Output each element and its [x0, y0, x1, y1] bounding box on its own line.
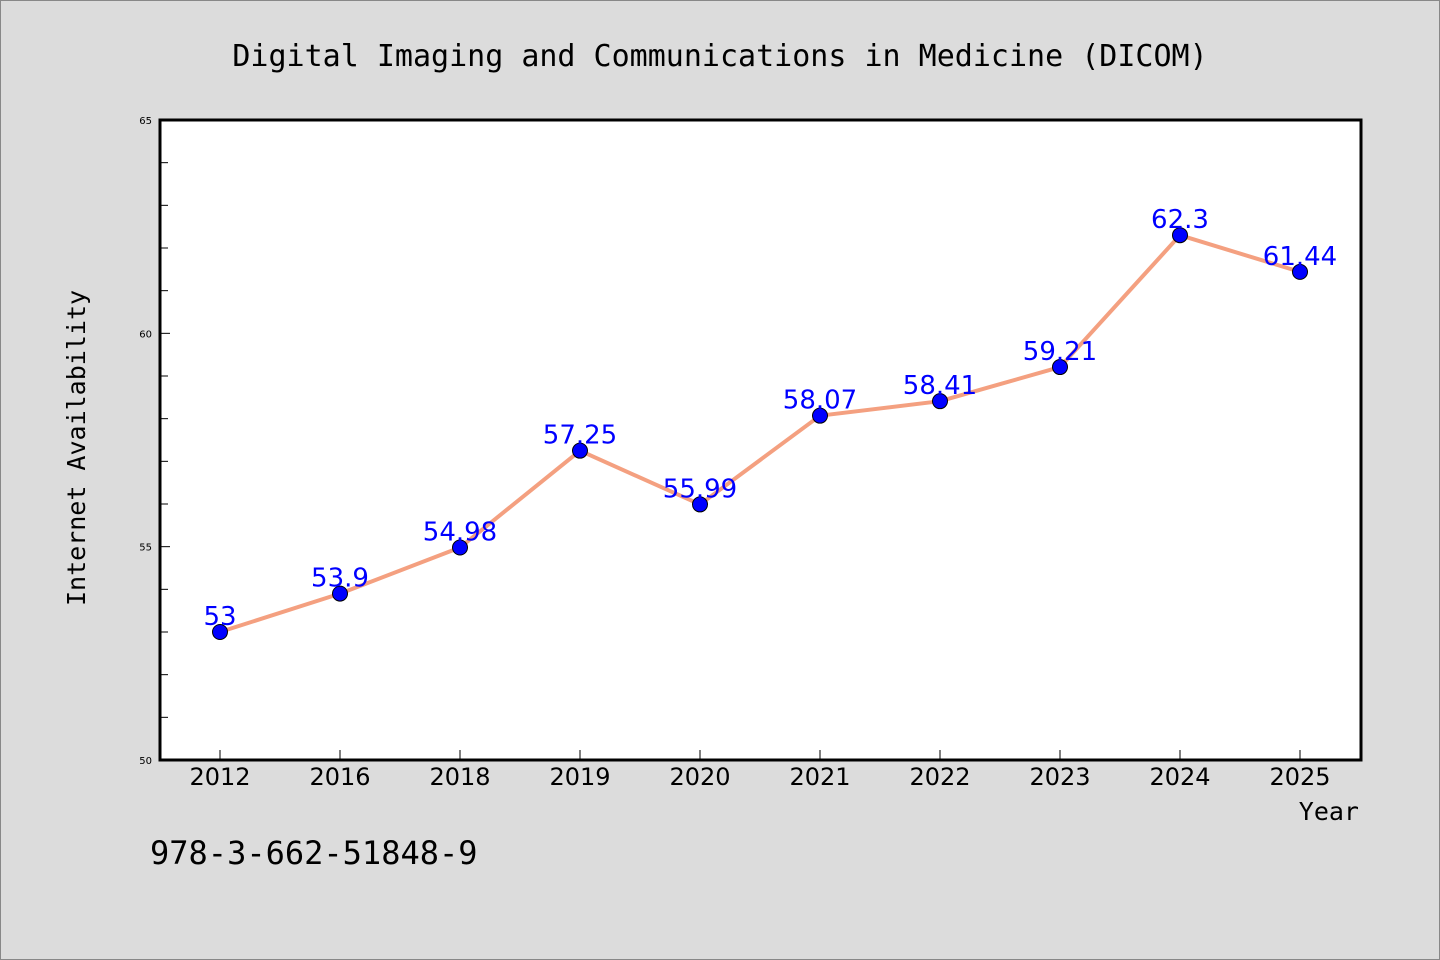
isbn-text: 978-3-662-51848-9	[150, 834, 478, 872]
y-tick-label: 50	[139, 756, 152, 767]
data-point	[572, 442, 588, 459]
x-axis-label: Year	[1299, 797, 1359, 826]
plot-frame	[158, 118, 1363, 762]
data-label: 58.07	[783, 386, 857, 416]
plot-area	[160, 120, 1361, 760]
y-tick-label: 65	[139, 116, 152, 127]
data-label: 61.44	[1263, 242, 1337, 272]
data-point	[212, 624, 228, 640]
y-axis-label: Internet Availability	[62, 290, 91, 606]
chart-title: Digital Imaging and Communications in Me…	[232, 39, 1207, 74]
x-tick-label: 2012	[189, 763, 250, 791]
data-point	[1052, 359, 1068, 376]
x-tick-label: 2024	[1149, 763, 1210, 791]
data-point	[692, 496, 708, 513]
series-line	[219, 233, 1301, 634]
data-label: 53	[203, 602, 236, 632]
y-tick-label: 60	[139, 329, 152, 340]
y-tick-label: 55	[139, 543, 152, 554]
x-axis-ticks: 2012 2016 2018 2019 2020 2021 2022 2023 2024 2025	[189, 750, 1331, 791]
data-label: 54.98	[423, 518, 497, 548]
data-label: 58.41	[903, 371, 977, 401]
x-tick-label: 2023	[1029, 763, 1090, 791]
data-point	[1172, 227, 1188, 244]
data-label: 59.21	[1023, 337, 1097, 367]
x-tick-label: 2022	[909, 763, 970, 791]
x-tick-label: 2020	[669, 763, 730, 791]
data-label: 57.25	[543, 421, 617, 451]
data-point	[332, 585, 348, 602]
data-label: 62.3	[1151, 205, 1209, 235]
x-tick-label: 2016	[309, 763, 370, 791]
x-tick-label: 2025	[1269, 763, 1330, 791]
data-label: 53.9	[311, 564, 369, 594]
data-point	[452, 539, 468, 556]
x-tick-label: 2018	[429, 763, 490, 791]
data-label: 55.99	[663, 474, 737, 504]
data-point	[1292, 263, 1308, 280]
x-tick-label: 2021	[789, 763, 850, 791]
series-layer: 53 53.9 54.98 57.25 55.99 58.07 58.41 59.21 62.3…	[203, 205, 1337, 640]
data-point	[932, 393, 948, 410]
data-point	[812, 407, 828, 424]
x-tick-label: 2019	[549, 763, 610, 791]
